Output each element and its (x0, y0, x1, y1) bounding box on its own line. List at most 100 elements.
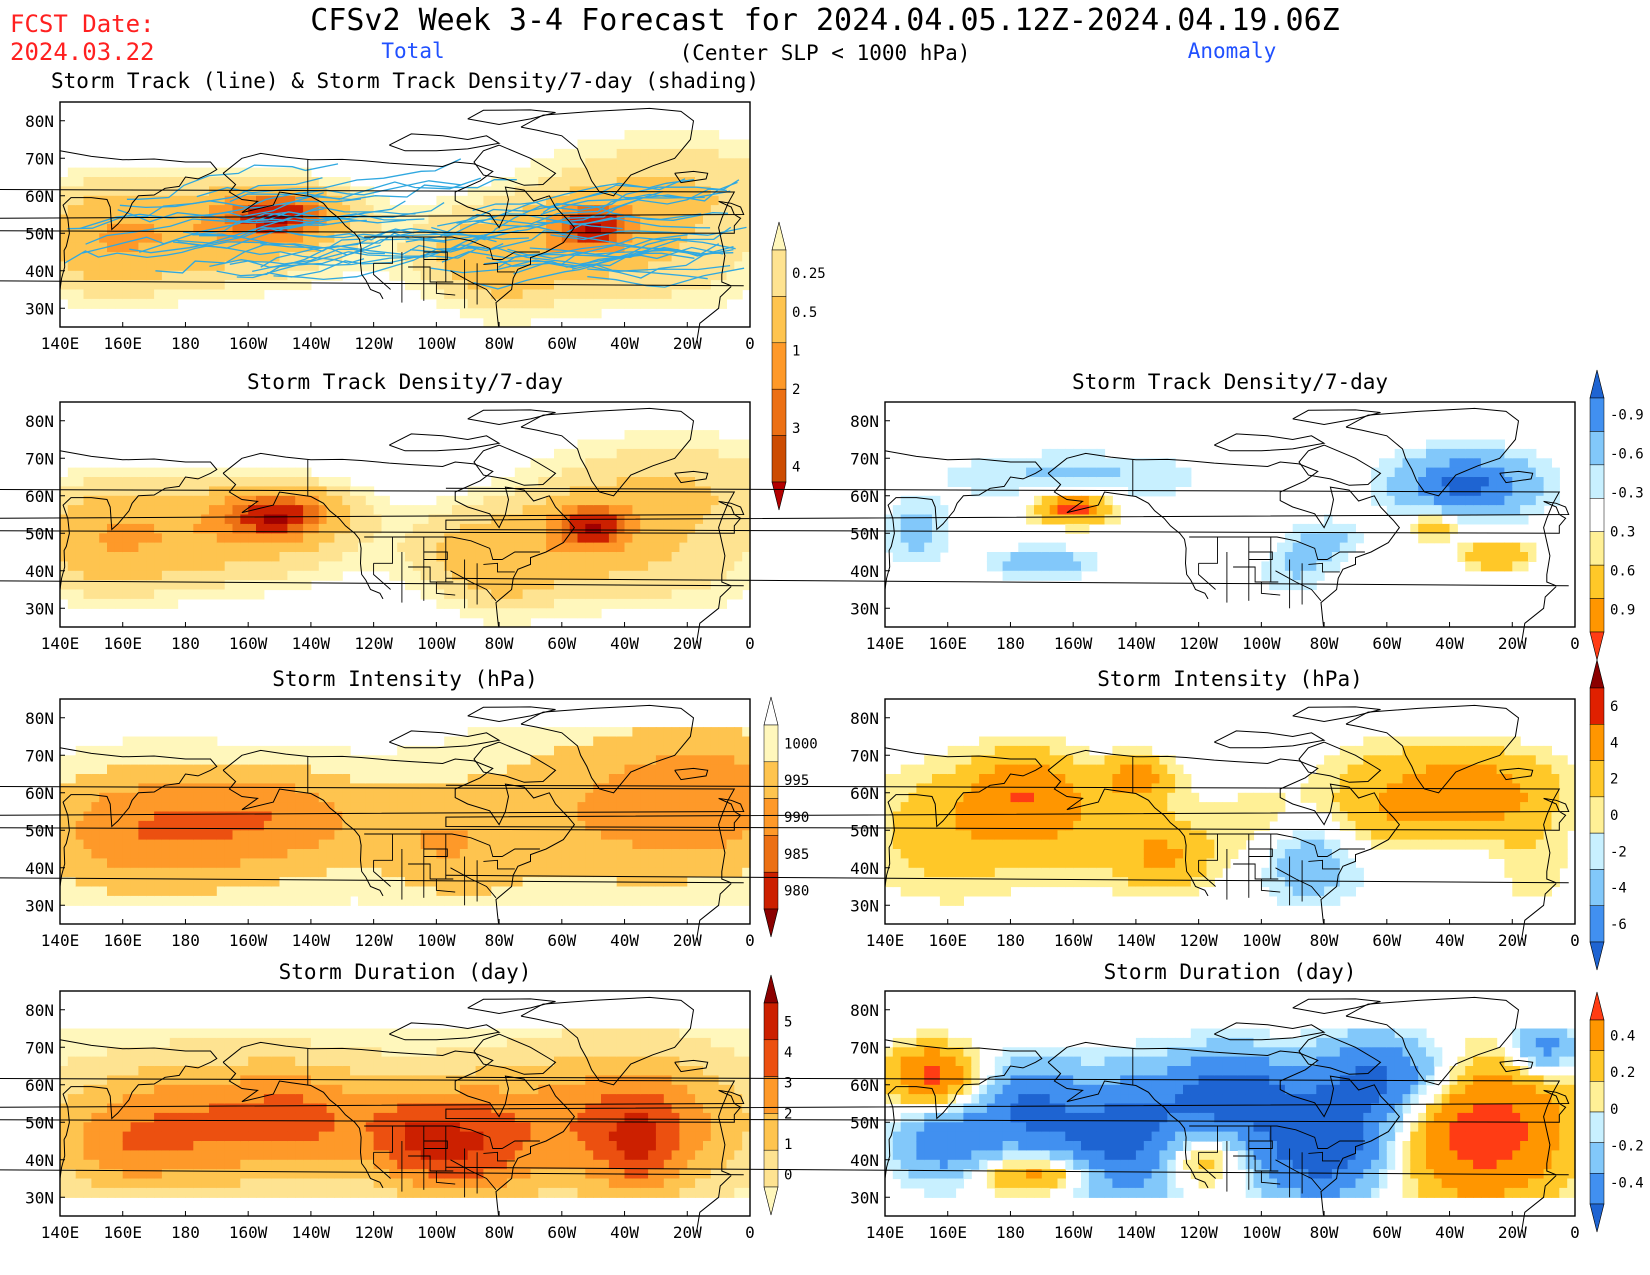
heatmap-cell (530, 552, 539, 562)
heatmap-cell (146, 589, 155, 600)
heatmap-cell (169, 167, 179, 178)
heatmap-cell (538, 505, 547, 516)
heatmap-cell (232, 270, 241, 281)
heatmap-cell (169, 849, 179, 859)
heatmap-cell (924, 552, 933, 562)
heatmap-cell (83, 270, 92, 281)
heatmap-cell (209, 736, 218, 747)
heatmap-cell (279, 477, 288, 487)
heatmap-cell (428, 849, 437, 859)
heatmap-cell (554, 895, 563, 906)
heatmap-cell (271, 195, 281, 206)
heatmap-cell (412, 542, 422, 553)
heatmap-cell (209, 467, 218, 478)
heatmap-cell (734, 858, 743, 869)
heatmap-cell (1088, 561, 1098, 572)
heatmap-cell (593, 270, 602, 281)
heatmap-cell (303, 495, 312, 506)
heatmap-cell (342, 867, 351, 878)
heatmap-cell (169, 177, 179, 187)
heatmap-cell (154, 298, 163, 309)
heatmap-cell (373, 783, 382, 794)
heatmap-cell (608, 830, 618, 841)
heatmap-cell (271, 552, 281, 562)
heatmap-cell (593, 849, 602, 859)
heatmap-cell (710, 214, 720, 225)
heatmap-cell (663, 167, 673, 178)
heatmap-cell (561, 802, 571, 813)
heatmap-cell (663, 542, 673, 553)
heatmap-cell (703, 839, 712, 850)
heatmap-cell (169, 858, 179, 869)
heatmap-cell (452, 523, 461, 534)
heatmap-cell (703, 727, 712, 738)
heatmap-cell (326, 195, 335, 206)
heatmap-cell (703, 886, 712, 897)
heatmap-cell (342, 830, 351, 841)
heatmap-cell (154, 486, 163, 497)
heatmap-cell (538, 858, 547, 869)
heatmap-cell (1057, 448, 1066, 459)
heatmap-cell (1551, 477, 1560, 487)
heatmap-cell (585, 139, 594, 150)
heatmap-cell (663, 289, 673, 300)
storm-track (119, 198, 362, 209)
heatmap-cell (1018, 467, 1027, 478)
heatmap-cell (303, 486, 312, 497)
heatmap-cell (703, 458, 712, 469)
heatmap-cell (224, 177, 234, 187)
heatmap-cell (75, 289, 85, 300)
heatmap-cell (389, 552, 398, 562)
heatmap-cell (483, 858, 492, 869)
heatmap-cell (99, 783, 108, 794)
heatmap-cell (209, 867, 218, 878)
heatmap-cell (467, 270, 477, 281)
heatmap-cell (177, 830, 186, 841)
storm-track (260, 244, 485, 268)
heatmap-cell (75, 523, 85, 534)
heatmap-cell (318, 233, 328, 244)
heatmap-cell (130, 289, 139, 300)
heatmap-cell (130, 177, 139, 187)
heatmap-cell (122, 167, 132, 178)
heatmap-cell (287, 195, 296, 206)
heatmap-cell (240, 839, 249, 850)
heatmap-cell (224, 811, 234, 822)
heatmap-cell (342, 552, 351, 562)
heatmap-cell (499, 177, 508, 187)
heatmap-cell (1512, 542, 1521, 553)
heatmap-cell (616, 439, 626, 450)
heatmap-cell (554, 849, 563, 859)
heatmap-cell (679, 830, 688, 841)
heatmap-cell (161, 223, 171, 234)
heatmap-cell (624, 774, 633, 784)
heatmap-cell (248, 839, 257, 850)
heatmap-cell (107, 486, 116, 497)
heatmap-cell (1128, 486, 1137, 497)
heatmap-cell (256, 552, 265, 562)
heatmap-cell (687, 792, 696, 803)
heatmap-cell (1104, 458, 1113, 469)
heatmap-cell (1026, 552, 1035, 562)
heatmap-cell (616, 261, 626, 272)
heatmap-cell (428, 289, 437, 300)
heatmap-cell (420, 886, 430, 897)
heatmap-cell (99, 849, 108, 859)
heatmap-cell (83, 764, 92, 775)
heatmap-cell (397, 252, 406, 262)
colorbar-segment (771, 435, 787, 483)
colorbar-label: 0.9 (1610, 603, 1635, 619)
heatmap-cell (342, 486, 351, 497)
heatmap-cell (655, 830, 665, 841)
heatmap-cell (514, 205, 524, 216)
heatmap-cell (122, 580, 132, 591)
heatmap-cell (130, 505, 139, 516)
heatmap-cell (99, 839, 108, 850)
heatmap-cell (138, 214, 147, 225)
heatmap-cell (1402, 477, 1411, 487)
heatmap-cell (232, 802, 241, 813)
heatmap-cell (616, 849, 626, 859)
heatmap-cell (428, 223, 437, 234)
heatmap-cell (99, 886, 108, 897)
heatmap-cell (60, 214, 69, 225)
